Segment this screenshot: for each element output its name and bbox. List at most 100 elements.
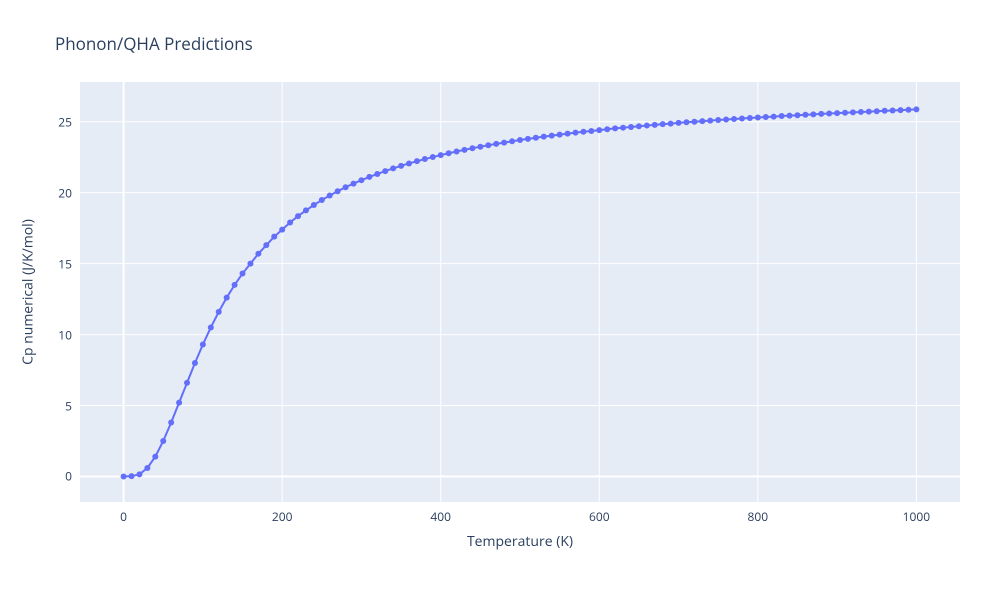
data-point[interactable] [866,109,872,115]
data-point[interactable] [842,110,848,116]
plot-area[interactable] [80,82,960,502]
data-point[interactable] [469,145,475,151]
data-point[interactable] [152,454,158,460]
data-point[interactable] [255,251,261,257]
data-point[interactable] [200,342,206,348]
data-point[interactable] [430,154,436,160]
data-point[interactable] [129,473,135,479]
data-point[interactable] [160,438,166,444]
data-point[interactable] [485,142,491,148]
data-point[interactable] [557,132,563,138]
data-point[interactable] [224,295,230,301]
data-point[interactable] [366,174,372,180]
data-point[interactable] [755,114,761,120]
data-point[interactable] [335,188,341,194]
data-point[interactable] [834,110,840,116]
data-point[interactable] [121,473,127,479]
data-point[interactable] [327,193,333,199]
data-point[interactable] [398,163,404,169]
data-point[interactable] [525,136,531,142]
data-point[interactable] [279,227,285,233]
data-point[interactable] [351,181,357,187]
data-point[interactable] [676,120,682,126]
data-point[interactable] [509,138,515,144]
data-point[interactable] [287,219,293,225]
data-point[interactable] [826,111,832,117]
data-point[interactable] [541,134,547,140]
data-point[interactable] [573,130,579,136]
data-point[interactable] [319,197,325,203]
data-point[interactable] [232,282,238,288]
data-point[interactable] [192,360,198,366]
data-point[interactable] [295,213,301,219]
data-point[interactable] [144,465,150,471]
data-point[interactable] [549,133,555,139]
data-point[interactable] [731,116,737,122]
data-point[interactable] [462,147,468,153]
data-point[interactable] [691,119,697,125]
data-point[interactable] [723,116,729,122]
data-point[interactable] [311,202,317,208]
data-point[interactable] [303,207,309,213]
data-point[interactable] [763,114,769,120]
data-point[interactable] [446,150,452,156]
data-point[interactable] [176,400,182,406]
data-point[interactable] [604,126,610,132]
data-point[interactable] [414,158,420,164]
data-point[interactable] [493,141,499,147]
data-point[interactable] [771,114,777,120]
data-point[interactable] [739,115,745,121]
data-point[interactable] [382,168,388,174]
data-point[interactable] [580,129,586,135]
data-point[interactable] [240,271,246,277]
data-point[interactable] [216,309,222,315]
data-point[interactable] [565,131,571,137]
data-point[interactable] [668,121,674,127]
data-point[interactable] [683,119,689,125]
data-point[interactable] [699,118,705,124]
data-point[interactable] [787,113,793,119]
data-point[interactable] [374,171,380,177]
data-point[interactable] [533,135,539,141]
data-point[interactable] [588,128,594,134]
data-point[interactable] [652,122,658,128]
data-point[interactable] [850,109,856,115]
data-point[interactable] [913,106,919,112]
data-point[interactable] [707,118,713,124]
data-point[interactable] [438,152,444,158]
data-point[interactable] [596,127,602,133]
data-point[interactable] [477,144,483,150]
data-point[interactable] [818,111,824,117]
data-point[interactable] [422,156,428,162]
data-point[interactable] [644,123,650,129]
data-point[interactable] [247,261,253,267]
data-point[interactable] [715,117,721,123]
data-point[interactable] [390,165,396,171]
data-point[interactable] [208,324,214,330]
data-point[interactable] [660,121,666,127]
data-point[interactable] [802,112,808,118]
data-point[interactable] [890,108,896,114]
data-point[interactable] [343,184,349,190]
data-point[interactable] [898,107,904,113]
data-point[interactable] [358,177,364,183]
data-point[interactable] [168,420,174,426]
data-point[interactable] [747,115,753,121]
data-point[interactable] [136,471,142,477]
data-point[interactable] [874,108,880,114]
data-point[interactable] [263,242,269,248]
data-point[interactable] [184,380,190,386]
data-point[interactable] [905,107,911,113]
data-point[interactable] [612,125,618,131]
data-point[interactable] [620,125,626,131]
data-point[interactable] [882,108,888,114]
data-point[interactable] [628,124,634,130]
data-point[interactable] [501,140,507,146]
data-point[interactable] [810,111,816,117]
data-point[interactable] [858,109,864,115]
data-point[interactable] [406,160,412,166]
data-point[interactable] [779,113,785,119]
data-point[interactable] [271,234,277,240]
data-point[interactable] [517,137,523,143]
data-point[interactable] [794,112,800,118]
